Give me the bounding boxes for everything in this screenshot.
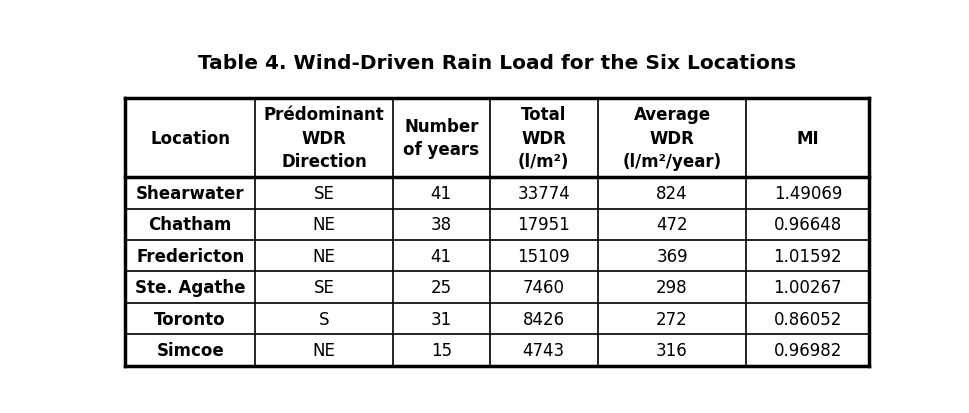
Text: 8426: 8426 xyxy=(522,310,564,328)
Text: 41: 41 xyxy=(430,247,452,265)
Text: Average
WDR
(l/m²/year): Average WDR (l/m²/year) xyxy=(622,106,721,171)
Text: 38: 38 xyxy=(430,216,452,234)
Text: 33774: 33774 xyxy=(516,184,570,202)
Text: 15109: 15109 xyxy=(516,247,570,265)
Text: 1.00267: 1.00267 xyxy=(773,278,841,297)
Text: Fredericton: Fredericton xyxy=(136,247,244,265)
Text: Shearwater: Shearwater xyxy=(136,184,244,202)
Text: NE: NE xyxy=(312,247,335,265)
Text: NE: NE xyxy=(312,216,335,234)
Text: Prédominant
WDR
Direction: Prédominant WDR Direction xyxy=(264,106,384,171)
Text: 25: 25 xyxy=(430,278,452,297)
Text: 824: 824 xyxy=(656,184,687,202)
Text: Number
of years: Number of years xyxy=(403,118,479,159)
Text: S: S xyxy=(319,310,329,328)
Text: 1.01592: 1.01592 xyxy=(772,247,841,265)
Text: 15: 15 xyxy=(430,341,452,359)
Text: Ste. Agathe: Ste. Agathe xyxy=(135,278,245,297)
Text: 0.96648: 0.96648 xyxy=(773,216,841,234)
Text: Table 4. Wind-Driven Rain Load for the Six Locations: Table 4. Wind-Driven Rain Load for the S… xyxy=(198,55,796,73)
Text: Chatham: Chatham xyxy=(148,216,232,234)
Text: 316: 316 xyxy=(655,341,687,359)
Text: 272: 272 xyxy=(655,310,687,328)
Text: 298: 298 xyxy=(656,278,687,297)
Text: SE: SE xyxy=(313,184,334,202)
Text: Total
WDR
(l/m²): Total WDR (l/m²) xyxy=(517,106,569,171)
Text: NE: NE xyxy=(312,341,335,359)
Text: MI: MI xyxy=(796,129,818,147)
Text: 17951: 17951 xyxy=(516,216,570,234)
Text: 4743: 4743 xyxy=(522,341,564,359)
Text: Location: Location xyxy=(150,129,230,147)
Text: 1.49069: 1.49069 xyxy=(773,184,841,202)
Text: 31: 31 xyxy=(430,310,452,328)
Text: Simcoe: Simcoe xyxy=(156,341,224,359)
Text: 7460: 7460 xyxy=(522,278,564,297)
Text: 41: 41 xyxy=(430,184,452,202)
Text: 472: 472 xyxy=(656,216,687,234)
Text: 0.96982: 0.96982 xyxy=(773,341,841,359)
Text: SE: SE xyxy=(313,278,334,297)
Text: Toronto: Toronto xyxy=(154,310,226,328)
Text: 0.86052: 0.86052 xyxy=(773,310,841,328)
Text: 369: 369 xyxy=(656,247,687,265)
